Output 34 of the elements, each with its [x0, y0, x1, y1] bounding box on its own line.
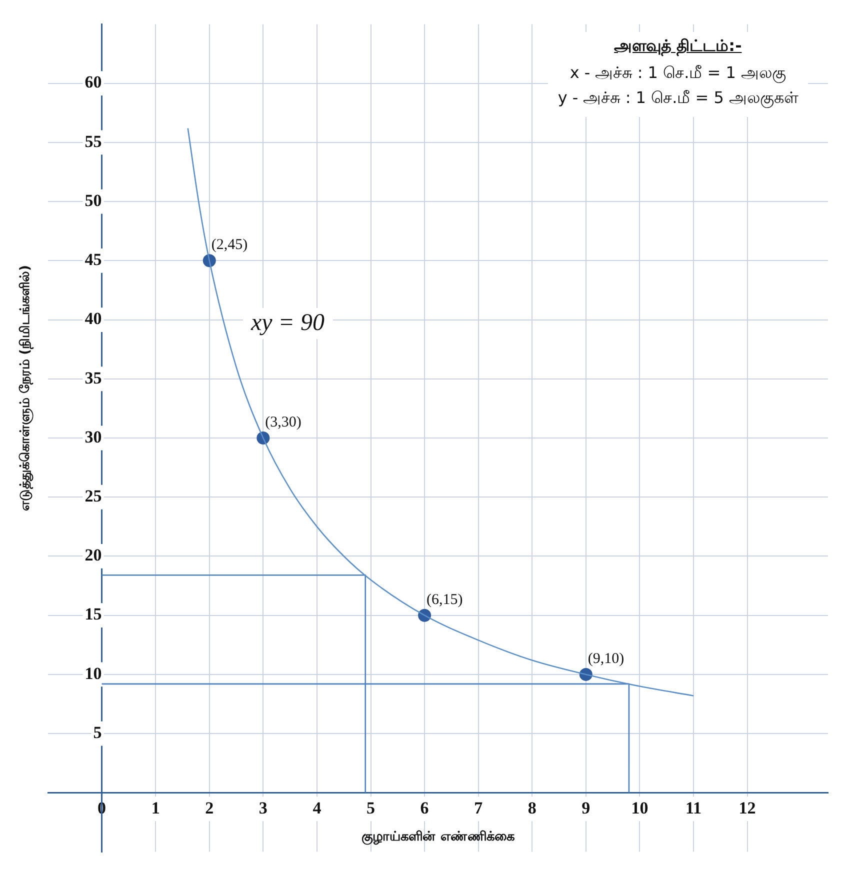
- x-tick-label: 4: [312, 798, 322, 818]
- x-tick-label: 5: [366, 798, 376, 818]
- y-tick-label: 20: [84, 546, 102, 565]
- annotation: (6,15): [426, 592, 463, 608]
- y-tick-label: 60: [84, 72, 102, 92]
- y-axis-title: எடுத்துக்கொள்ளும் நேரம் (நிமிடங்களில்): [18, 265, 34, 511]
- x-tick-label: 9: [582, 798, 590, 818]
- x-tick-label: 3: [258, 798, 268, 818]
- y-tick-label: 50: [84, 190, 102, 210]
- x-tick-label: 6: [420, 798, 429, 818]
- y-tick-label: 15: [84, 604, 102, 624]
- y-tick-label: 55: [84, 132, 102, 151]
- x-tick-label: 10: [631, 798, 648, 818]
- x-tick-label: 7: [474, 798, 484, 818]
- y-tick-label: 5: [93, 722, 102, 742]
- y-tick-label: 25: [84, 486, 102, 506]
- y-tick-label: 10: [84, 664, 102, 683]
- x-tick-label: 8: [528, 798, 536, 818]
- x-axis-title: குழாய்களின் எண்ணிக்கை: [362, 829, 516, 844]
- x-tick-label: 12: [738, 798, 756, 818]
- y-tick-label: 35: [84, 368, 102, 388]
- line-series: [187, 128, 694, 696]
- annotation: (9,10): [588, 650, 624, 667]
- text: அளவுத் திட்டம்:-: [613, 36, 743, 57]
- annotation: (2,45): [211, 237, 248, 254]
- y-tick-label: 40: [84, 309, 102, 328]
- x-tick-label: 11: [685, 798, 702, 818]
- annotation: xy = 90: [243, 308, 332, 339]
- y-tick-label: 45: [84, 250, 102, 270]
- y-tick-label: 30: [84, 427, 102, 446]
- x-tick-label: 2: [205, 798, 214, 818]
- x-tick-label: 1: [151, 798, 160, 818]
- text: x - அச்சு : 1 செ.மீ = 1 அலகு y - அச்சு : 1 செ.மீ = 5 அலகுகள்: [558, 63, 798, 109]
- annotation: (3,30): [265, 414, 302, 430]
